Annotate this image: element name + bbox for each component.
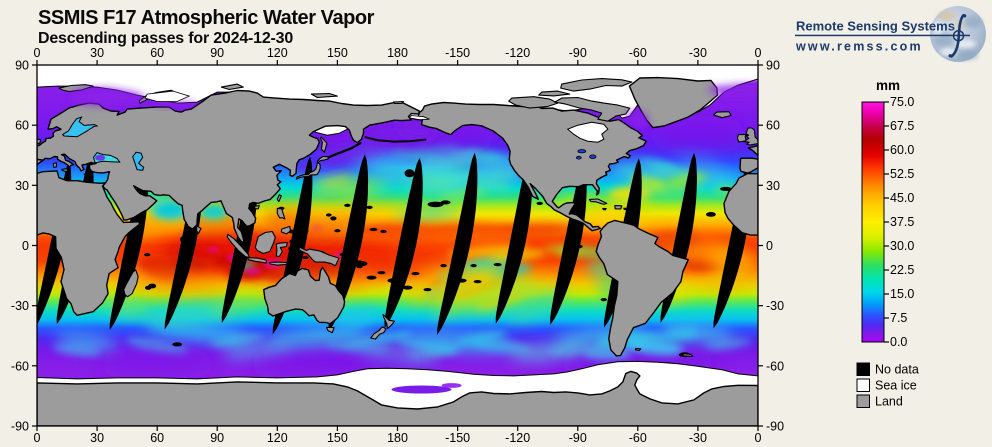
svg-text:-30: -30 (689, 46, 707, 60)
svg-text:7.5: 7.5 (890, 311, 907, 325)
svg-text:-60: -60 (629, 46, 647, 60)
svg-text:No data: No data (875, 363, 919, 377)
svg-text:150: 150 (327, 431, 348, 445)
svg-text:90: 90 (766, 59, 780, 73)
svg-text:120: 120 (267, 46, 288, 60)
svg-text:37.5: 37.5 (890, 215, 914, 229)
svg-text:30: 30 (90, 46, 104, 60)
svg-text:120: 120 (267, 431, 288, 445)
svg-text:45.0: 45.0 (890, 191, 914, 205)
svg-text:90: 90 (15, 59, 29, 73)
svg-text:SSMIS F17 Atmospheric Water Va: SSMIS F17 Atmospheric Water Vapor (38, 7, 375, 29)
svg-text:180: 180 (387, 431, 408, 445)
svg-text:15.0: 15.0 (890, 287, 914, 301)
svg-text:30: 30 (766, 179, 780, 193)
svg-text:22.5: 22.5 (890, 263, 914, 277)
svg-text:-30: -30 (11, 299, 29, 313)
svg-text:0: 0 (34, 46, 41, 60)
svg-text:60: 60 (150, 46, 164, 60)
svg-text:-150: -150 (445, 431, 470, 445)
svg-text:30.0: 30.0 (890, 239, 914, 253)
svg-text:www.remss.com: www.remss.com (795, 40, 923, 54)
svg-text:-30: -30 (689, 431, 707, 445)
svg-text:-120: -120 (505, 46, 530, 60)
svg-text:-150: -150 (445, 46, 470, 60)
svg-text:0: 0 (22, 239, 29, 253)
svg-text:-90: -90 (11, 420, 29, 434)
svg-text:75.0: 75.0 (890, 95, 914, 109)
svg-text:0: 0 (755, 431, 762, 445)
svg-text:0: 0 (755, 46, 762, 60)
svg-text:90: 90 (210, 46, 224, 60)
svg-text:mm: mm (876, 78, 900, 93)
svg-text:150: 150 (327, 46, 348, 60)
svg-text:52.5: 52.5 (890, 167, 914, 181)
svg-text:60: 60 (15, 119, 29, 133)
svg-text:-30: -30 (766, 299, 784, 313)
svg-text:Remote Sensing Systems: Remote Sensing Systems (796, 19, 955, 34)
svg-text:-90: -90 (569, 46, 587, 60)
svg-text:60.0: 60.0 (890, 143, 914, 157)
svg-text:-90: -90 (766, 420, 784, 434)
svg-text:0: 0 (766, 239, 773, 253)
svg-text:Land: Land (875, 395, 903, 409)
svg-text:-60: -60 (629, 431, 647, 445)
svg-text:60: 60 (766, 119, 780, 133)
svg-text:60: 60 (150, 431, 164, 445)
svg-text:180: 180 (387, 46, 408, 60)
svg-text:-60: -60 (11, 359, 29, 373)
svg-text:-60: -60 (766, 359, 784, 373)
svg-text:30: 30 (15, 179, 29, 193)
svg-text:-120: -120 (505, 431, 530, 445)
svg-text:Descending passes for 2024-12-: Descending passes for 2024-12-30 (38, 30, 293, 47)
svg-text:30: 30 (90, 431, 104, 445)
svg-text:-90: -90 (569, 431, 587, 445)
svg-text:Sea ice: Sea ice (875, 379, 917, 393)
svg-text:67.5: 67.5 (890, 119, 914, 133)
svg-text:0.0: 0.0 (890, 335, 907, 349)
svg-text:0: 0 (34, 431, 41, 445)
svg-text:90: 90 (210, 431, 224, 445)
